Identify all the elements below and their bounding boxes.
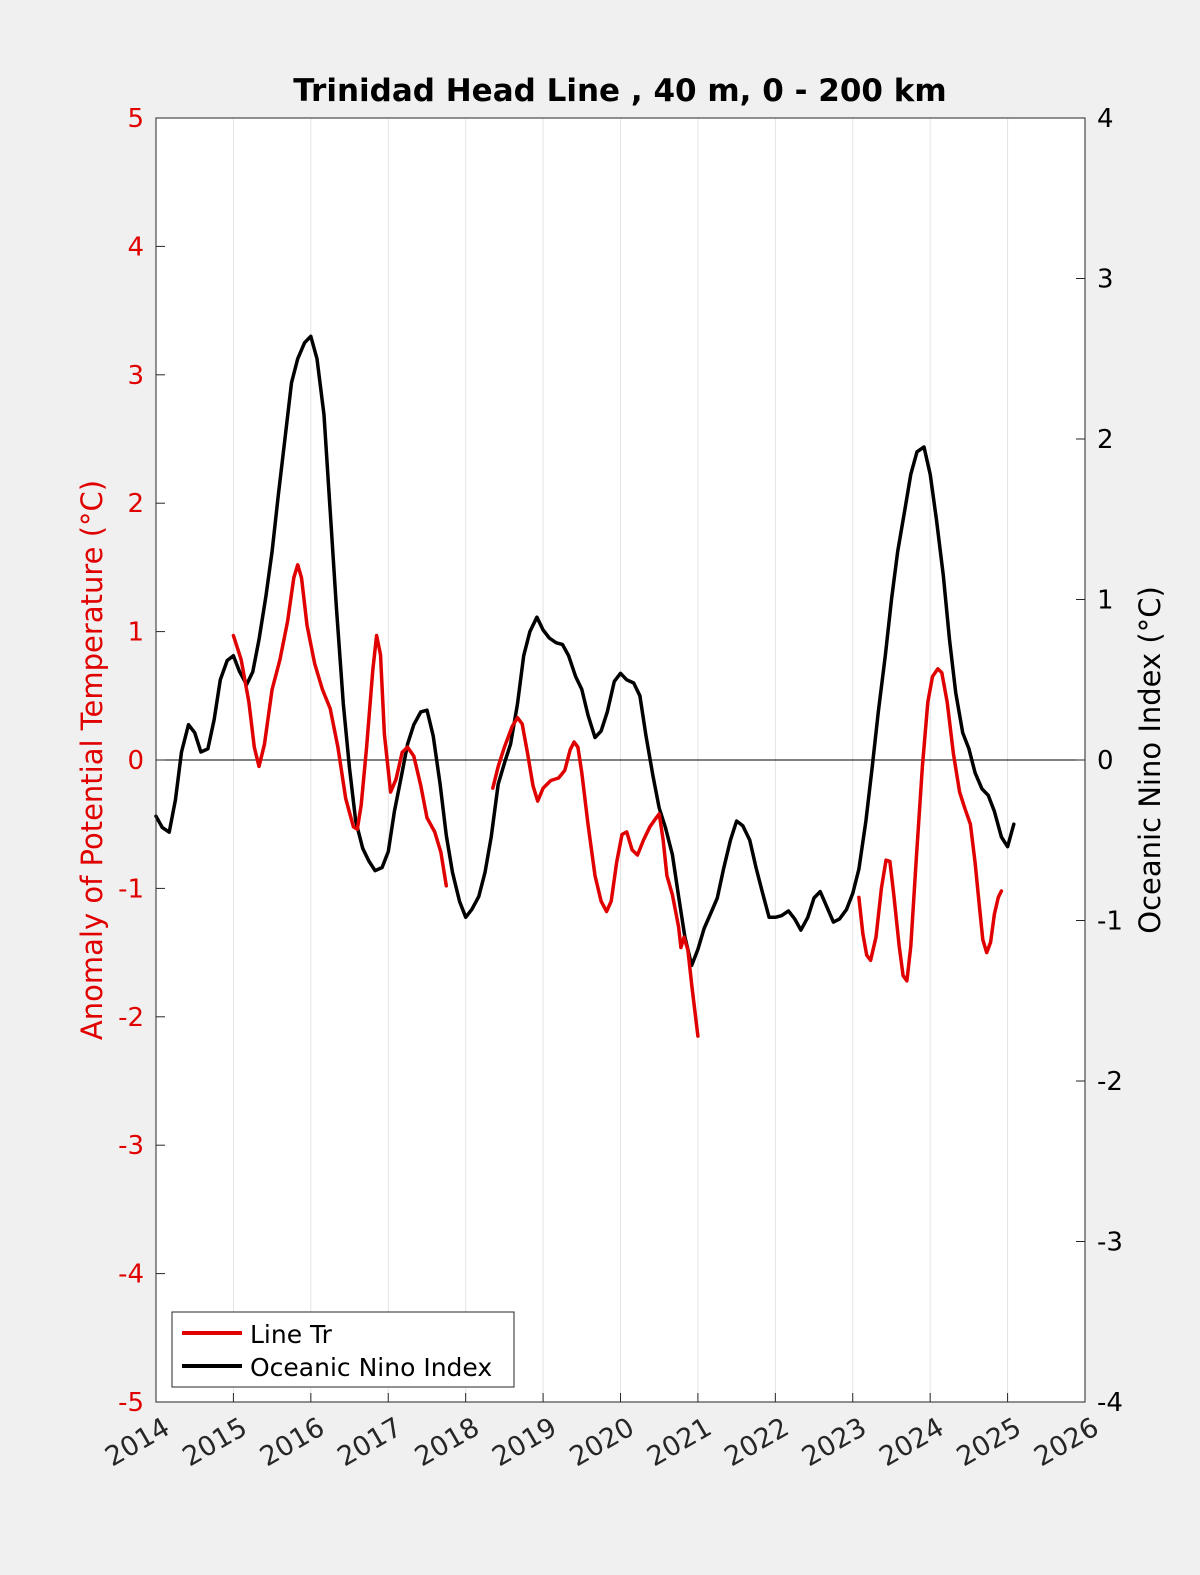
left-y-tick-label: -1 — [118, 874, 144, 904]
left-y-tick-label: 0 — [127, 746, 144, 776]
legend-box — [171, 1311, 515, 1388]
left-axis-label: Anomaly of Potential Temperature (°C) — [75, 480, 109, 1040]
left-y-tick-label: -3 — [118, 1131, 144, 1161]
right-y-tick-label: 3 — [1097, 265, 1114, 295]
right-y-tick-label: -1 — [1097, 907, 1123, 937]
left-y-tick-label: -5 — [118, 1388, 144, 1418]
right-y-tick-label: 4 — [1097, 104, 1114, 134]
left-y-tick-label: -4 — [118, 1260, 144, 1290]
right-y-tick-label: 2 — [1097, 425, 1114, 455]
right-y-tick-label: 1 — [1097, 586, 1114, 616]
right-y-tick-label: 0 — [1097, 746, 1114, 776]
left-y-tick-label: 5 — [127, 104, 144, 134]
series-line-line-tr — [857, 667, 1004, 983]
left-y-axis: -5 -4 -3 -2 -1 0 1 2 3 4 5 — [118, 104, 165, 1418]
legend-label-line-tr: Line Tr — [250, 1320, 333, 1349]
left-y-tick-label: 3 — [127, 361, 144, 391]
right-y-tick-label: -4 — [1097, 1388, 1123, 1418]
right-y-tick-label: -3 — [1097, 1228, 1123, 1258]
right-y-axis: -4 -3 -2 -1 0 1 2 3 4 — [1076, 104, 1123, 1418]
left-y-tick-label: 1 — [127, 618, 144, 648]
right-axis-label: Oceanic Nino Index (°C) — [1133, 586, 1167, 934]
series-layer — [154, 334, 1016, 1038]
chart-title: Trinidad Head Line , 40 m, 0 - 200 km — [293, 73, 946, 109]
series-line-line-tr — [491, 715, 700, 1038]
series-line-oceanic-nino-index — [154, 334, 1016, 968]
series-line-line-tr — [231, 563, 449, 888]
legend-label-oni: Oceanic Nino Index — [250, 1353, 492, 1382]
left-y-tick-label: 2 — [127, 489, 144, 519]
legend: Line Tr Oceanic Nino Index — [171, 1311, 515, 1388]
right-y-tick-label: -2 — [1097, 1067, 1123, 1097]
left-y-tick-label: 4 — [127, 232, 144, 262]
left-y-tick-label: -2 — [118, 1003, 144, 1033]
